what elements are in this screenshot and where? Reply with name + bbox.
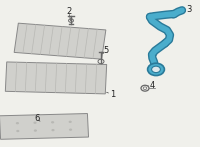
Circle shape [51, 129, 55, 131]
Circle shape [152, 66, 160, 73]
Text: 4: 4 [149, 81, 155, 91]
Circle shape [69, 128, 72, 131]
Circle shape [69, 121, 72, 123]
Text: 2: 2 [66, 6, 72, 16]
Circle shape [34, 129, 37, 132]
Circle shape [16, 130, 19, 132]
Circle shape [148, 63, 164, 76]
Text: 5: 5 [103, 46, 109, 55]
Circle shape [33, 122, 37, 124]
Polygon shape [14, 23, 106, 59]
Polygon shape [0, 113, 89, 139]
Polygon shape [5, 62, 107, 94]
Circle shape [16, 122, 19, 124]
Text: 3: 3 [186, 5, 192, 14]
Text: 1: 1 [110, 90, 116, 99]
Text: 6: 6 [34, 114, 40, 123]
Circle shape [51, 121, 54, 123]
